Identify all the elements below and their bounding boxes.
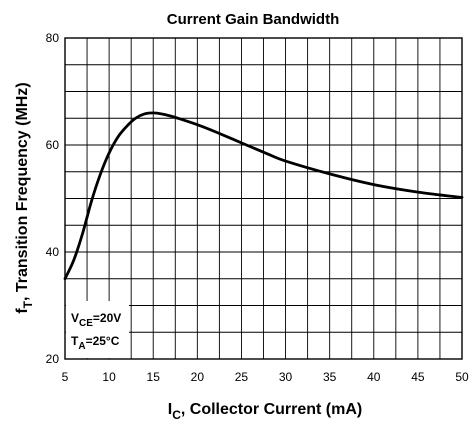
conditions-annotation: VCE=20V TA=25°C	[66, 301, 129, 358]
x-axis-label: IC, Collector Current (mA)	[168, 401, 362, 422]
y-tick-label: 20	[46, 352, 60, 366]
grid	[65, 38, 462, 359]
x-tick-label: 20	[191, 370, 205, 384]
x-tick-label: 25	[235, 370, 249, 384]
ta-condition: TA=25°C	[71, 334, 120, 352]
y-axis-label: fT, Transition Frequency (MHz)	[14, 82, 35, 313]
y-tick-label: 60	[46, 138, 60, 152]
x-tick-label: 5	[62, 370, 69, 384]
y-tick-label: 40	[46, 245, 60, 259]
y-tick-labels: 20 40 60 80	[46, 31, 60, 366]
x-tick-label: 35	[323, 370, 337, 384]
x-tick-label: 10	[102, 370, 116, 384]
x-tick-label: 45	[411, 370, 425, 384]
x-tick-label: 40	[367, 370, 381, 384]
x-tick-label: 50	[455, 370, 469, 384]
vce-condition: VCE=20V	[71, 311, 121, 329]
y-tick-label: 80	[46, 31, 60, 45]
chart-title: Current Gain Bandwidth	[167, 11, 340, 28]
x-tick-label: 30	[279, 370, 293, 384]
x-tick-labels: 5 10 15 20 25 30 35 40 45 50	[62, 370, 469, 384]
x-tick-label: 15	[147, 370, 161, 384]
series-line	[63, 111, 464, 281]
